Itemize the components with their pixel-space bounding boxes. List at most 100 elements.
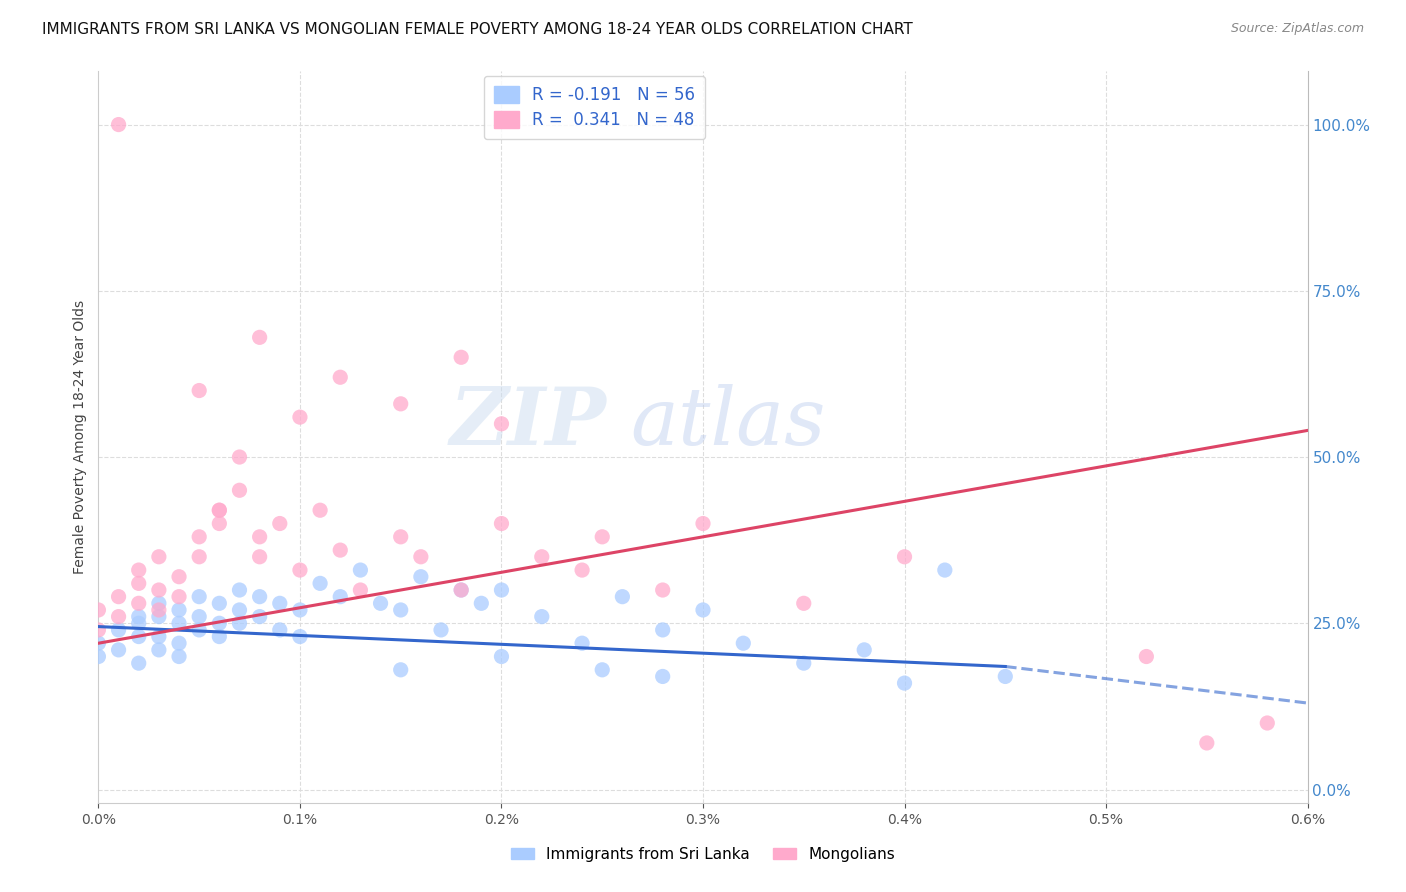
- Point: [167, 590, 190, 604]
- Point: [571, 563, 593, 577]
- Point: [188, 590, 211, 604]
- Point: [288, 630, 311, 644]
- Point: [208, 503, 231, 517]
- Point: [450, 351, 472, 365]
- Point: [793, 596, 815, 610]
- Point: [188, 549, 211, 564]
- Point: [228, 616, 250, 631]
- Point: [934, 563, 956, 577]
- Point: [450, 582, 472, 597]
- Point: [148, 630, 170, 644]
- Text: ZIP: ZIP: [450, 384, 606, 461]
- Point: [491, 516, 513, 531]
- Point: [491, 582, 513, 597]
- Point: [470, 596, 492, 610]
- Legend: Immigrants from Sri Lanka, Mongolians: Immigrants from Sri Lanka, Mongolians: [505, 841, 901, 868]
- Point: [188, 384, 211, 398]
- Point: [228, 483, 250, 498]
- Point: [612, 590, 634, 604]
- Point: [208, 596, 231, 610]
- Point: [167, 649, 190, 664]
- Point: [128, 616, 150, 631]
- Point: [107, 118, 129, 132]
- Point: [893, 676, 915, 690]
- Point: [249, 330, 271, 344]
- Point: [651, 623, 673, 637]
- Point: [208, 503, 231, 517]
- Point: [148, 643, 170, 657]
- Point: [692, 516, 714, 531]
- Point: [1195, 736, 1218, 750]
- Point: [370, 596, 392, 610]
- Text: Source: ZipAtlas.com: Source: ZipAtlas.com: [1230, 22, 1364, 36]
- Point: [530, 549, 553, 564]
- Point: [329, 590, 352, 604]
- Point: [389, 663, 412, 677]
- Point: [450, 582, 472, 597]
- Point: [87, 649, 110, 664]
- Point: [389, 397, 412, 411]
- Point: [148, 582, 170, 597]
- Point: [591, 663, 613, 677]
- Y-axis label: Female Poverty Among 18-24 Year Olds: Female Poverty Among 18-24 Year Olds: [73, 300, 87, 574]
- Point: [571, 636, 593, 650]
- Point: [148, 549, 170, 564]
- Point: [128, 609, 150, 624]
- Point: [733, 636, 755, 650]
- Point: [167, 570, 190, 584]
- Point: [430, 623, 453, 637]
- Point: [349, 563, 371, 577]
- Point: [249, 590, 271, 604]
- Point: [269, 596, 291, 610]
- Point: [87, 623, 110, 637]
- Point: [228, 603, 250, 617]
- Point: [893, 549, 915, 564]
- Point: [329, 370, 352, 384]
- Point: [651, 582, 673, 597]
- Point: [288, 410, 311, 425]
- Point: [692, 603, 714, 617]
- Point: [1256, 716, 1278, 731]
- Point: [87, 636, 110, 650]
- Point: [793, 656, 815, 670]
- Point: [288, 603, 311, 617]
- Point: [249, 530, 271, 544]
- Point: [309, 503, 332, 517]
- Text: IMMIGRANTS FROM SRI LANKA VS MONGOLIAN FEMALE POVERTY AMONG 18-24 YEAR OLDS CORR: IMMIGRANTS FROM SRI LANKA VS MONGOLIAN F…: [42, 22, 912, 37]
- Point: [107, 609, 129, 624]
- Point: [309, 576, 332, 591]
- Point: [651, 669, 673, 683]
- Point: [128, 576, 150, 591]
- Point: [853, 643, 876, 657]
- Point: [148, 596, 170, 610]
- Point: [228, 582, 250, 597]
- Point: [288, 563, 311, 577]
- Point: [208, 616, 231, 631]
- Point: [349, 582, 371, 597]
- Point: [249, 609, 271, 624]
- Point: [591, 530, 613, 544]
- Point: [128, 563, 150, 577]
- Point: [389, 603, 412, 617]
- Point: [107, 623, 129, 637]
- Point: [167, 603, 190, 617]
- Point: [128, 596, 150, 610]
- Point: [1135, 649, 1157, 664]
- Point: [491, 649, 513, 664]
- Point: [530, 609, 553, 624]
- Point: [329, 543, 352, 558]
- Point: [107, 590, 129, 604]
- Point: [208, 630, 231, 644]
- Point: [188, 609, 211, 624]
- Point: [269, 623, 291, 637]
- Point: [409, 549, 432, 564]
- Point: [167, 636, 190, 650]
- Point: [389, 530, 412, 544]
- Point: [491, 417, 513, 431]
- Point: [87, 603, 110, 617]
- Point: [409, 570, 432, 584]
- Point: [167, 616, 190, 631]
- Point: [188, 530, 211, 544]
- Point: [249, 549, 271, 564]
- Point: [148, 603, 170, 617]
